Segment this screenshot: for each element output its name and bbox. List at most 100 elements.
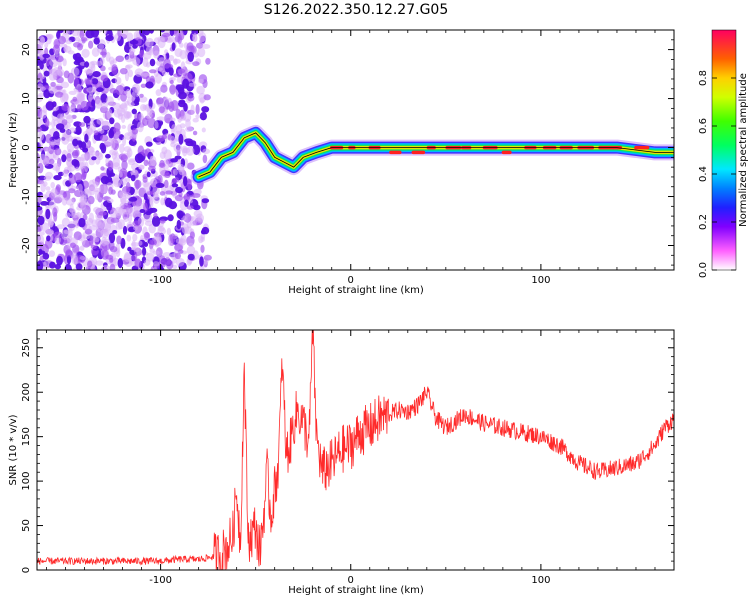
noise-blob <box>96 221 104 233</box>
noise-blob <box>130 242 140 247</box>
noise-blob <box>74 166 81 171</box>
noise-blob <box>61 217 70 227</box>
noise-blob <box>155 73 162 84</box>
snr-panel: -100 0 100 0 50 100 150 200 250 Height of straig… <box>8 329 675 596</box>
noise-blob <box>115 55 125 63</box>
noise-blob <box>149 155 157 167</box>
noise-blob <box>89 150 96 156</box>
noise-blob <box>168 101 175 112</box>
noise-blob <box>68 127 77 133</box>
noise-blob <box>56 255 63 266</box>
noise-blob <box>110 217 120 223</box>
noise-blob <box>188 82 197 87</box>
noise-blob <box>92 187 102 193</box>
noise-blob <box>58 36 66 45</box>
noise-blob <box>148 165 156 172</box>
noise-blob <box>179 42 184 48</box>
noise-blob <box>163 58 171 69</box>
noise-blob <box>153 50 160 59</box>
noise-blob <box>154 120 159 129</box>
noise-blob <box>195 104 200 115</box>
noise-blob <box>138 112 144 122</box>
noise-blob <box>60 81 70 89</box>
noise-blob <box>37 162 44 174</box>
noise-blob <box>152 192 159 200</box>
noise-blob <box>75 149 80 157</box>
noise-blob <box>151 239 158 246</box>
noise-blob <box>175 186 183 194</box>
noise-blob <box>127 69 133 78</box>
noise-blob <box>109 117 115 125</box>
noise-blob <box>178 30 185 41</box>
noise-blob <box>133 205 141 211</box>
noise-blob <box>107 160 114 171</box>
noise-blob <box>169 84 177 95</box>
snr-plot-area <box>37 330 674 570</box>
noise-blob <box>120 197 127 204</box>
noise-blob <box>50 181 55 189</box>
noise-blob <box>49 158 55 165</box>
noise-blob <box>49 68 58 76</box>
noise-blob <box>54 138 61 144</box>
noise-blob <box>143 213 153 223</box>
noise-blob <box>120 154 128 163</box>
noise-blob <box>183 193 191 202</box>
noise-blob <box>113 138 122 144</box>
noise-blob <box>164 179 169 189</box>
noise-blob <box>112 230 118 235</box>
noise-blob <box>124 192 132 200</box>
noise-blob <box>45 186 51 191</box>
noise-blob <box>128 207 136 217</box>
noise-blob <box>37 260 44 270</box>
noise-blob <box>139 96 148 103</box>
noise-blob <box>160 84 168 93</box>
noise-blob <box>53 131 60 140</box>
noise-blob <box>192 130 198 136</box>
noise-blob <box>43 260 51 267</box>
noise-blob <box>71 255 79 265</box>
noise-blob <box>88 212 94 223</box>
colorbar-label: Normalized spectral amplitude <box>738 73 749 227</box>
noise-blob <box>37 205 43 211</box>
noise-blob <box>145 141 153 147</box>
noise-blob <box>185 140 194 147</box>
noise-blob <box>83 115 91 124</box>
noise-blob <box>127 158 137 163</box>
noise-blob <box>70 212 80 218</box>
noise-blob <box>159 191 166 196</box>
noise-blob <box>138 165 145 170</box>
colorbar-tick-label: 0.8 <box>698 70 709 86</box>
noise-blob <box>84 161 89 173</box>
noise-blob <box>98 43 105 50</box>
noise-blob <box>173 143 182 153</box>
noise-blob <box>87 260 93 268</box>
noise-blob <box>121 160 128 170</box>
noise-blob <box>185 118 191 129</box>
noise-blob <box>50 81 56 87</box>
noise-blob <box>88 40 94 49</box>
noise-blob <box>54 147 62 156</box>
noise-blob <box>201 106 210 113</box>
noise-blob <box>192 144 201 156</box>
noise-blob <box>195 114 201 119</box>
noise-blob <box>148 223 156 234</box>
noise-blob <box>118 104 127 109</box>
noise-blob <box>48 250 56 257</box>
noise-blob <box>81 48 90 58</box>
noise-blob <box>56 76 64 84</box>
noise-blob <box>100 102 109 109</box>
noise-blob <box>170 158 179 163</box>
noise-blob <box>42 53 50 59</box>
noise-blob <box>149 75 155 83</box>
noise-blob <box>159 165 166 176</box>
noise-blob <box>39 61 44 70</box>
spectrogram-xtick-label: -100 <box>149 275 172 286</box>
noise-blob <box>131 108 137 115</box>
noise-blob <box>100 144 107 154</box>
noise-blob <box>178 238 187 246</box>
noise-blob <box>181 223 189 235</box>
noise-blob <box>92 181 99 188</box>
snr-xlabel: Height of straight line (km) <box>288 585 424 596</box>
noise-blob <box>116 182 121 188</box>
noise-blob <box>202 154 208 164</box>
